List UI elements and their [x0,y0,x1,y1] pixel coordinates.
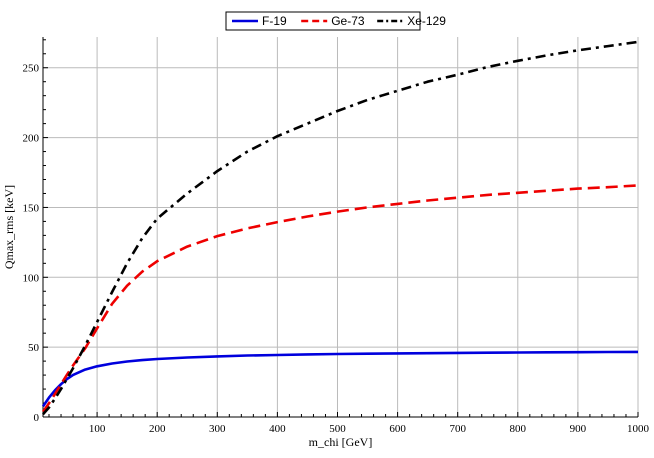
legend-label: F-19 [262,14,287,28]
x-tick-label: 600 [389,423,406,435]
x-tick-label: 500 [329,423,346,435]
y-tick-label: 50 [28,342,40,354]
x-tick-label: 700 [449,423,466,435]
x-tick-label: 400 [269,423,286,435]
x-tick-label: 900 [570,423,587,435]
y-axis-label: Qmax_rms [keV] [2,185,16,269]
series-line-2 [42,40,639,416]
y-tick-label: 0 [34,412,40,424]
x-tick-label: 800 [510,423,527,435]
x-axis-label: m_chi [GeV] [309,435,373,449]
x-tick-label: 1000 [627,423,650,435]
legend-label: Ge-73 [331,14,365,28]
series-line-0 [41,350,639,408]
legend-box [225,11,421,31]
y-tick-label: 250 [23,63,40,75]
series-layer [41,40,639,416]
y-tick-label: 200 [23,133,40,145]
tick-labels: 100 200 300 400 500 600 700 800 900 1000 0 50 100 150… [23,63,650,435]
y-tick-label: 100 [23,272,40,284]
x-tick-label: 200 [149,423,166,435]
axes [42,37,639,418]
y-tick-label: 150 [23,202,40,214]
legend: F-19 Ge-73 Xe-129 [225,11,446,31]
series-line-1 [41,184,639,413]
legend-label: Xe-129 [407,14,446,28]
x-tick-label: 300 [209,423,226,435]
x-tick-label: 100 [89,423,106,435]
